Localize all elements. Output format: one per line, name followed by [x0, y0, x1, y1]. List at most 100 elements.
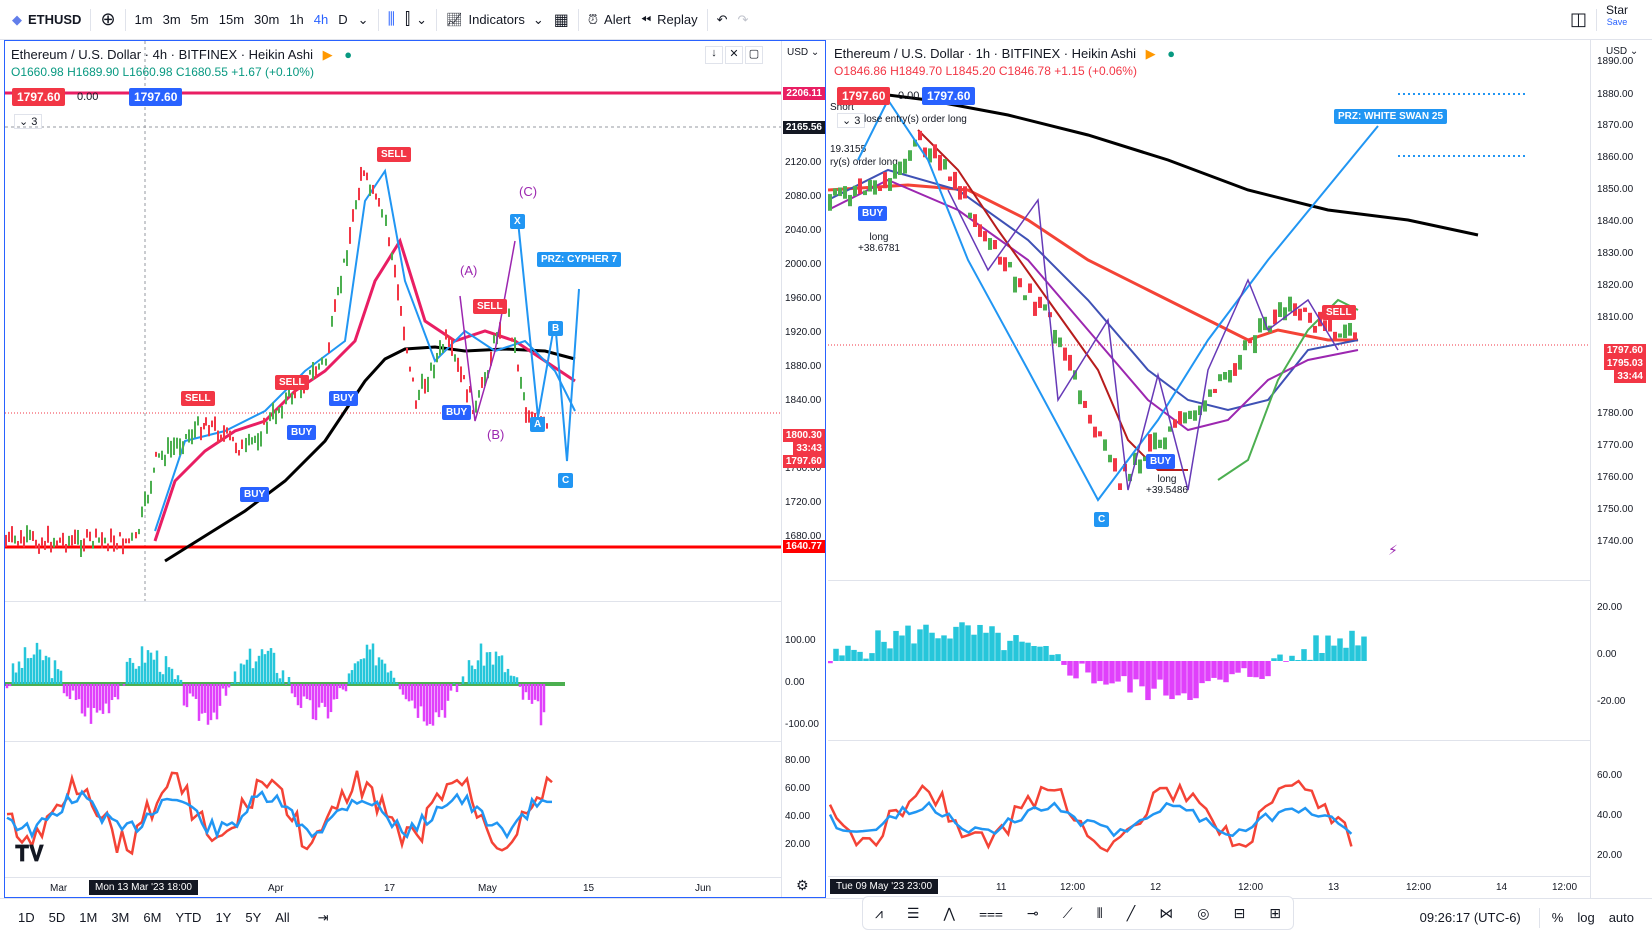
indicators-button[interactable]: 📈︎ Indicators ⌄: [441, 4, 549, 36]
percent-toggle[interactable]: %: [1551, 910, 1564, 925]
candle: [1323, 320, 1327, 332]
chart-legend: Ethereum / U.S. Dollar · 1h · BITFINEX ·…: [834, 46, 1175, 78]
buy-button[interactable]: 1797.60: [922, 87, 976, 105]
candle: [352, 209, 354, 222]
high-value: H1689.90: [67, 65, 120, 79]
pattern-point-x: X: [510, 214, 525, 229]
fib-circle-icon[interactable]: ◎: [1197, 904, 1210, 921]
interval-1m[interactable]: 1m: [130, 4, 158, 36]
countdown-tag: 33:44: [1614, 370, 1646, 383]
candle: [288, 387, 290, 397]
interval-1h[interactable]: 1h: [284, 4, 308, 36]
candle: [421, 373, 423, 389]
candle: [848, 194, 852, 207]
flag-icon[interactable]: ▶: [322, 47, 333, 62]
horizontal-line-icon[interactable]: ⊸: [1026, 904, 1039, 921]
sell-button[interactable]: 1797.60: [837, 87, 891, 105]
histogram-bars: [828, 622, 1367, 701]
interval-5m[interactable]: 5m: [186, 4, 214, 36]
replay-button[interactable]: ⏪︎ Replay: [636, 4, 703, 36]
range-5d[interactable]: 5D: [48, 909, 66, 925]
oscillator-pane-1h[interactable]: [828, 580, 1590, 740]
interval-3m[interactable]: 3m: [158, 4, 186, 36]
ma-black: [164, 345, 576, 563]
time-axis-4h[interactable]: Mar Mon 13 Mar '23 18:00 Apr 17 May 15 J…: [5, 877, 781, 897]
parallel-channel-icon[interactable]: ⦀: [1096, 904, 1103, 921]
price-pane-4h[interactable]: [5, 41, 826, 601]
rsi-pane-4h[interactable]: [5, 741, 781, 877]
undo-button[interactable]: ↶: [712, 4, 733, 36]
candle: [525, 407, 527, 423]
sell-button[interactable]: 1797.60: [12, 88, 66, 106]
chart-panel-1h[interactable]: Ethereum / U.S. Dollar · 1h · BITFINEX ·…: [828, 40, 1648, 898]
candle: [1308, 312, 1312, 323]
range-all[interactable]: All: [275, 909, 290, 925]
range-1m[interactable]: 1M: [79, 909, 98, 925]
chart-style-button[interactable]: ⫿ ⌄: [400, 4, 432, 36]
lightning-icon[interactable]: ⚡︎: [1388, 542, 1398, 558]
log-toggle[interactable]: log: [1577, 910, 1595, 925]
templates-button[interactable]: ▦: [549, 4, 574, 36]
candle: [1173, 419, 1177, 428]
time-label: 12:00: [1060, 882, 1086, 893]
buy-button[interactable]: 1797.60: [129, 88, 183, 106]
alert-button[interactable]: ⏰︎ Alert: [583, 4, 636, 36]
candle: [1028, 283, 1032, 293]
save-layout-button[interactable]: Star Save: [1601, 4, 1652, 36]
range-6m[interactable]: 6M: [143, 909, 162, 925]
currency-menu[interactable]: USD ⌄: [1606, 46, 1639, 57]
interval-label: 5m: [190, 12, 209, 27]
compare-button[interactable]: ⊕: [95, 4, 120, 36]
layers-toggle[interactable]: ⌄ 3: [837, 113, 866, 128]
currency-menu[interactable]: USD ⌄: [787, 47, 820, 58]
pattern-icon[interactable]: ⩘: [875, 904, 883, 921]
range-5y[interactable]: 5Y: [245, 909, 262, 925]
candle: [5, 534, 7, 547]
oscillator-pane-4h[interactable]: [5, 601, 781, 741]
range-3m[interactable]: 3M: [111, 909, 130, 925]
interval-30m[interactable]: 30m: [249, 4, 284, 36]
price-scale-1h[interactable]: 1890.00 1880.00 1870.00 1860.00 1850.00 …: [1590, 40, 1648, 898]
price-scale-4h[interactable]: 2120.00 2080.00 2040.00 2000.00 1960.00 …: [781, 41, 825, 897]
range-ytd[interactable]: YTD: [175, 909, 202, 925]
maximize-icon[interactable]: ▢: [745, 46, 763, 64]
change-value: +1.67 (+0.10%): [231, 65, 314, 79]
redo-button[interactable]: ↷: [733, 4, 754, 36]
rsi-pane-1h[interactable]: [828, 740, 1590, 876]
fib-extension-icon[interactable]: ⩶: [979, 904, 1003, 921]
move-down-icon[interactable]: ↓: [705, 46, 723, 64]
settings-gear-icon[interactable]: ⚙: [796, 877, 809, 893]
date-range-icon[interactable]: ⇥: [317, 909, 329, 925]
price-pane-1h[interactable]: [828, 40, 1588, 600]
candle: [1313, 325, 1317, 333]
candle: [278, 407, 280, 413]
candle: [217, 430, 219, 443]
layers-toggle[interactable]: ⌄ 3: [14, 114, 43, 129]
fib-icon[interactable]: ☰: [906, 904, 920, 921]
bar-type-button[interactable]: ⫼: [383, 4, 400, 36]
short-position-icon[interactable]: ⊞: [1269, 904, 1281, 921]
close-icon[interactable]: ✕: [725, 46, 743, 64]
ma-darkred: [917, 129, 1188, 471]
bars-icon: ⫿: [404, 10, 411, 28]
xabcd-icon[interactable]: ⋈: [1159, 904, 1174, 921]
symbol-search[interactable]: ◆ ETHUSD: [0, 4, 86, 36]
chart-panel-4h[interactable]: Ethereum / U.S. Dollar · 4h · BITFINEX ·…: [4, 40, 826, 898]
ray-icon[interactable]: ⟋: [1062, 904, 1073, 921]
flag-icon[interactable]: ▶: [1145, 46, 1156, 61]
trend-line-icon[interactable]: ╱: [1126, 904, 1136, 921]
candle: [164, 454, 166, 467]
auto-toggle[interactable]: auto: [1608, 910, 1634, 925]
range-1y[interactable]: 1Y: [215, 909, 232, 925]
time-axis-1h[interactable]: Tue 09 May '23 23:00 11 12:00 12 12:00 1…: [828, 876, 1590, 898]
layout-button[interactable]: ◫: [1565, 4, 1592, 36]
range-1d[interactable]: 1D: [18, 909, 35, 925]
long-position-icon[interactable]: ⊟: [1233, 904, 1246, 921]
interval-d[interactable]: D: [333, 4, 352, 36]
abcd-icon[interactable]: ⋀: [943, 904, 955, 921]
clock[interactable]: 09:26:17 (UTC-6): [1419, 910, 1521, 925]
interval-4h[interactable]: 4h: [309, 4, 333, 36]
interval-15m[interactable]: 15m: [214, 4, 249, 36]
interval-dropdown[interactable]: ⌄: [353, 4, 374, 36]
candle: [388, 237, 390, 247]
